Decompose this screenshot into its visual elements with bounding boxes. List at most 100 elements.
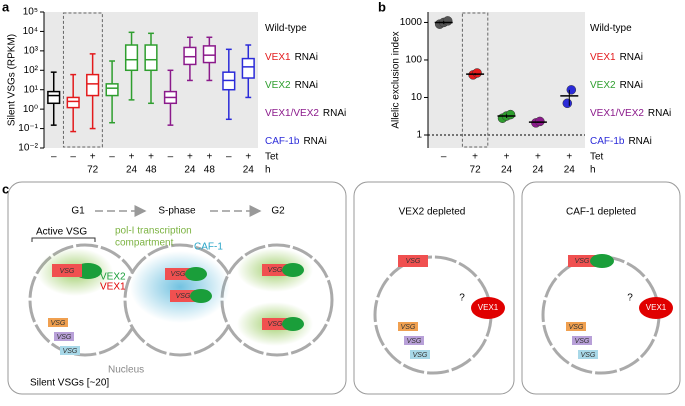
x-tick-label: +	[245, 152, 251, 163]
x-tick-label: +	[129, 152, 135, 163]
phase: G2	[271, 206, 285, 217]
panel-label: a	[2, 0, 10, 14]
x-tick-label: –	[109, 152, 115, 163]
x-tick-label: +	[187, 152, 193, 163]
y-tick-label: 10³	[24, 45, 39, 56]
bracket	[31, 237, 96, 242]
annotation: compartment	[115, 238, 174, 249]
vex1-label: VEX1	[478, 303, 499, 312]
point	[472, 68, 482, 78]
x-tick-label: 48	[204, 165, 216, 176]
x-tick-label: +	[472, 152, 478, 163]
legend-suffix: RNAi	[295, 80, 318, 91]
box	[183, 46, 197, 66]
plot-background	[428, 12, 585, 148]
y-tick-label: 10⁰	[23, 104, 38, 115]
legend-name: VEX1	[265, 52, 291, 63]
y-axis-label: Silent VSGs (RPKM)	[7, 34, 18, 126]
x-tick-label: 24	[564, 165, 576, 176]
gene	[54, 332, 74, 341]
annotation: VEX2	[100, 272, 126, 283]
vex2-mark	[590, 254, 614, 268]
silent-genes: VSG VSG VSG VSG VSG VSG VSG VSG VSG	[48, 318, 598, 359]
box	[124, 44, 139, 72]
y-axis-label: Allelic exclusion index	[391, 31, 402, 128]
legend-entry: VEX2 RNAi	[265, 80, 318, 91]
nuclei	[28, 243, 661, 375]
legend-name: VEX2	[590, 80, 616, 91]
highlight	[62, 12, 103, 148]
gene-label: VSG	[176, 293, 191, 300]
x-tick-label: 48	[145, 165, 157, 176]
gene-label: VSG	[413, 352, 428, 359]
gene-label: VSG	[569, 324, 584, 331]
gene-label: VSG	[51, 320, 66, 327]
legend-name: Wild-type	[265, 23, 307, 34]
question: ?	[627, 293, 633, 304]
box	[241, 57, 255, 79]
x-tick-label: +	[504, 152, 510, 163]
y-tick-label: 10⁴	[23, 26, 38, 37]
point	[562, 98, 573, 109]
y-tick-label: 100	[405, 55, 422, 66]
x-tick-label: 24	[243, 165, 255, 176]
gene	[60, 346, 80, 355]
panel-frame	[521, 181, 681, 395]
annotation: Silent VSGs [~20]	[30, 378, 109, 389]
legend-entry: VEX1 RNAi	[590, 52, 643, 63]
annotation: Active VSG	[36, 227, 87, 238]
legend-entry: VEX1 RNAi	[265, 52, 318, 63]
panel-title: CAF-1 depleted	[566, 207, 636, 218]
y-tick-label: 10⁻²	[18, 143, 38, 154]
legend-entry: VEX1/VEX2 RNAi	[265, 108, 346, 119]
gene-label: VSG	[268, 321, 283, 328]
x-tick-label: +	[566, 152, 572, 163]
x-tick-label: –	[226, 152, 232, 163]
y-tick-label: 10¹	[24, 84, 39, 95]
box	[105, 83, 119, 97]
vex1	[639, 297, 673, 319]
gene-label: VSG	[171, 271, 186, 278]
legend-suffix: RNAi	[323, 108, 346, 119]
legend-suffix: RNAi	[303, 136, 326, 147]
gene	[566, 322, 586, 331]
box	[47, 90, 61, 105]
gene	[48, 318, 68, 327]
x-tick-label: +	[90, 152, 96, 163]
gene	[404, 336, 424, 345]
annotation: pol-I transcription	[115, 226, 192, 237]
gene	[578, 350, 598, 359]
gene	[170, 290, 196, 302]
vex2-mark	[185, 267, 207, 281]
legend-name: VEX1/VEX2	[590, 108, 644, 119]
highlight	[461, 12, 489, 148]
vex1	[471, 297, 505, 319]
caf1-glow	[130, 251, 230, 323]
gene	[572, 336, 592, 345]
legend-entry: Wild-type	[265, 23, 307, 34]
y-tick-label: 10⁻¹	[18, 123, 38, 134]
x-tick-label: –	[168, 152, 174, 163]
phase: G1	[71, 206, 85, 217]
legend-entry: CAF-1b RNAi	[265, 136, 327, 147]
x-tick-label: 24	[532, 165, 544, 176]
y-tick-label: 1	[416, 130, 422, 141]
box	[202, 45, 216, 64]
vex1-label: VEX1	[646, 303, 667, 312]
legend-name: Wild-type	[590, 23, 632, 34]
legend-suffix: RNAi	[648, 108, 671, 119]
gene	[165, 268, 191, 280]
gene-label: VSG	[268, 267, 283, 274]
legend-name: VEX1	[590, 52, 616, 63]
annotation: VEX1	[100, 282, 126, 293]
y-tick-label: 1000	[400, 17, 423, 28]
question: ?	[459, 293, 465, 304]
legend-name: CAF-1b	[590, 136, 625, 147]
legend-entry: VEX1/VEX2 RNAi	[590, 108, 671, 119]
point	[442, 16, 453, 26]
gene	[398, 322, 418, 331]
legend-suffix: RNAi	[295, 52, 318, 63]
x-tick-label: 24	[501, 165, 513, 176]
legend-name: VEX2	[265, 80, 291, 91]
